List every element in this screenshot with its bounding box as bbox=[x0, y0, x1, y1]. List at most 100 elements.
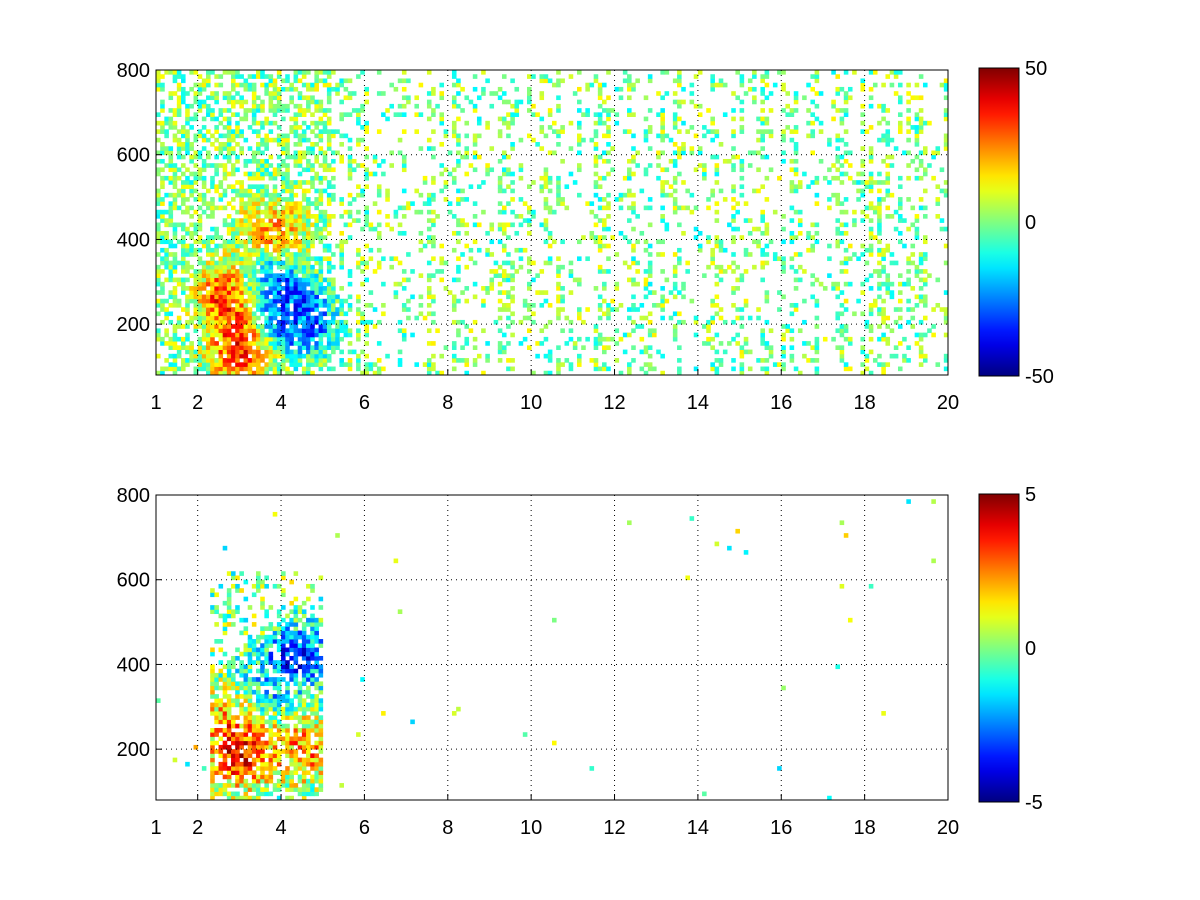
heatmap-cell bbox=[351, 91, 357, 96]
heatmap-cell bbox=[885, 243, 891, 249]
heatmap-cell bbox=[364, 366, 369, 372]
heatmap-cell bbox=[264, 239, 269, 245]
heatmap-cell bbox=[756, 358, 761, 363]
heatmap-cell bbox=[276, 723, 282, 729]
heatmap-cell bbox=[214, 99, 219, 105]
heatmap-cell bbox=[943, 366, 949, 372]
heatmap-cell bbox=[401, 163, 407, 168]
heatmap-cell bbox=[356, 311, 361, 317]
heatmap-cell bbox=[860, 192, 866, 198]
heatmap-cell bbox=[264, 651, 269, 657]
heatmap-cell bbox=[181, 129, 186, 134]
heatmap-cell bbox=[185, 146, 190, 151]
heatmap-cell bbox=[364, 120, 369, 126]
heatmap-cell bbox=[314, 125, 319, 130]
heatmap-cell bbox=[456, 197, 461, 202]
heatmap-cell bbox=[831, 99, 836, 105]
heatmap-cell bbox=[168, 125, 174, 130]
heatmap-cell bbox=[331, 281, 336, 287]
heatmap-cell bbox=[243, 311, 249, 317]
heatmap-cell bbox=[922, 188, 928, 194]
heatmap-cell bbox=[181, 341, 186, 346]
heatmap-cell bbox=[426, 218, 432, 223]
heatmap-cell bbox=[631, 192, 636, 198]
heatmap-cell bbox=[226, 736, 232, 742]
heatmap-cell bbox=[301, 230, 307, 236]
heatmap-cell bbox=[597, 184, 603, 190]
heatmap-cell bbox=[510, 358, 515, 363]
heatmap-cell bbox=[206, 290, 211, 295]
heatmap-cell bbox=[260, 370, 265, 376]
heatmap-cell bbox=[231, 749, 236, 754]
heatmap-cell bbox=[189, 264, 194, 270]
heatmap-cell bbox=[814, 175, 820, 181]
heatmap-cell bbox=[260, 694, 265, 699]
heatmap-cell bbox=[243, 214, 249, 219]
heatmap-cell bbox=[656, 163, 661, 168]
heatmap-cell bbox=[677, 74, 682, 79]
heatmap-cell bbox=[877, 171, 882, 177]
heatmap-cell bbox=[356, 366, 361, 372]
heatmap-cell bbox=[802, 353, 807, 359]
heatmap-cell bbox=[810, 150, 816, 156]
heatmap-cell bbox=[485, 290, 490, 295]
heatmap-cell bbox=[193, 307, 199, 312]
heatmap-cell bbox=[156, 239, 161, 245]
heatmap-cell bbox=[264, 294, 269, 300]
heatmap-cell bbox=[422, 201, 428, 206]
heatmap-cell bbox=[268, 639, 274, 644]
heatmap-cell bbox=[835, 108, 841, 113]
heatmap-cell bbox=[256, 575, 261, 581]
heatmap-cell bbox=[943, 243, 949, 249]
heatmap-cell bbox=[310, 230, 315, 236]
heatmap-cell bbox=[697, 243, 703, 249]
heatmap-cell bbox=[251, 783, 257, 788]
heatmap-cell bbox=[397, 362, 403, 367]
heatmap-cell bbox=[343, 362, 349, 367]
heatmap-cell bbox=[185, 252, 190, 257]
heatmap-cell bbox=[714, 82, 720, 88]
heatmap-cell bbox=[464, 154, 470, 160]
heatmap-cell bbox=[197, 171, 203, 177]
heatmap-cell bbox=[193, 99, 199, 105]
heatmap-cell bbox=[231, 613, 236, 619]
heatmap-cell bbox=[206, 302, 211, 308]
heatmap-cell bbox=[418, 146, 424, 151]
heatmap-cell bbox=[164, 358, 169, 363]
heatmap-cell bbox=[222, 681, 228, 687]
heatmap-cell bbox=[260, 647, 265, 653]
heatmap-cell bbox=[276, 324, 282, 329]
heatmap-cell bbox=[318, 277, 324, 283]
heatmap-cell bbox=[235, 736, 240, 742]
heatmap-cell bbox=[176, 103, 182, 109]
heatmap-cell bbox=[301, 214, 307, 219]
heatmap-cell bbox=[231, 184, 236, 190]
heatmap-cell bbox=[760, 78, 765, 84]
heatmap-cell bbox=[272, 239, 278, 245]
heatmap-cell bbox=[635, 324, 640, 329]
heatmap-cell bbox=[293, 362, 299, 367]
heatmap-cell bbox=[276, 252, 282, 257]
heatmap-cell bbox=[268, 197, 274, 202]
heatmap-cell bbox=[297, 298, 303, 304]
heatmap-cell bbox=[243, 732, 249, 737]
heatmap-cell bbox=[752, 150, 757, 156]
heatmap-cell bbox=[268, 137, 274, 143]
heatmap-cell bbox=[285, 358, 290, 363]
heatmap-cell bbox=[406, 99, 411, 105]
heatmap-cell bbox=[251, 341, 257, 346]
heatmap-cell bbox=[714, 281, 720, 287]
heatmap-cell bbox=[547, 150, 553, 156]
heatmap-cell bbox=[739, 349, 745, 355]
heatmap-cell bbox=[835, 175, 841, 181]
heatmap-cell bbox=[606, 205, 611, 211]
heatmap-cell bbox=[735, 95, 740, 101]
heatmap-cell bbox=[210, 142, 215, 147]
heatmap-cell bbox=[451, 167, 457, 173]
heatmap-cell bbox=[214, 260, 219, 266]
heatmap-cell bbox=[214, 770, 219, 775]
heatmap-cell bbox=[235, 324, 240, 329]
heatmap-cell bbox=[272, 86, 278, 92]
heatmap-cell bbox=[264, 192, 269, 198]
heatmap-cell bbox=[239, 328, 244, 334]
